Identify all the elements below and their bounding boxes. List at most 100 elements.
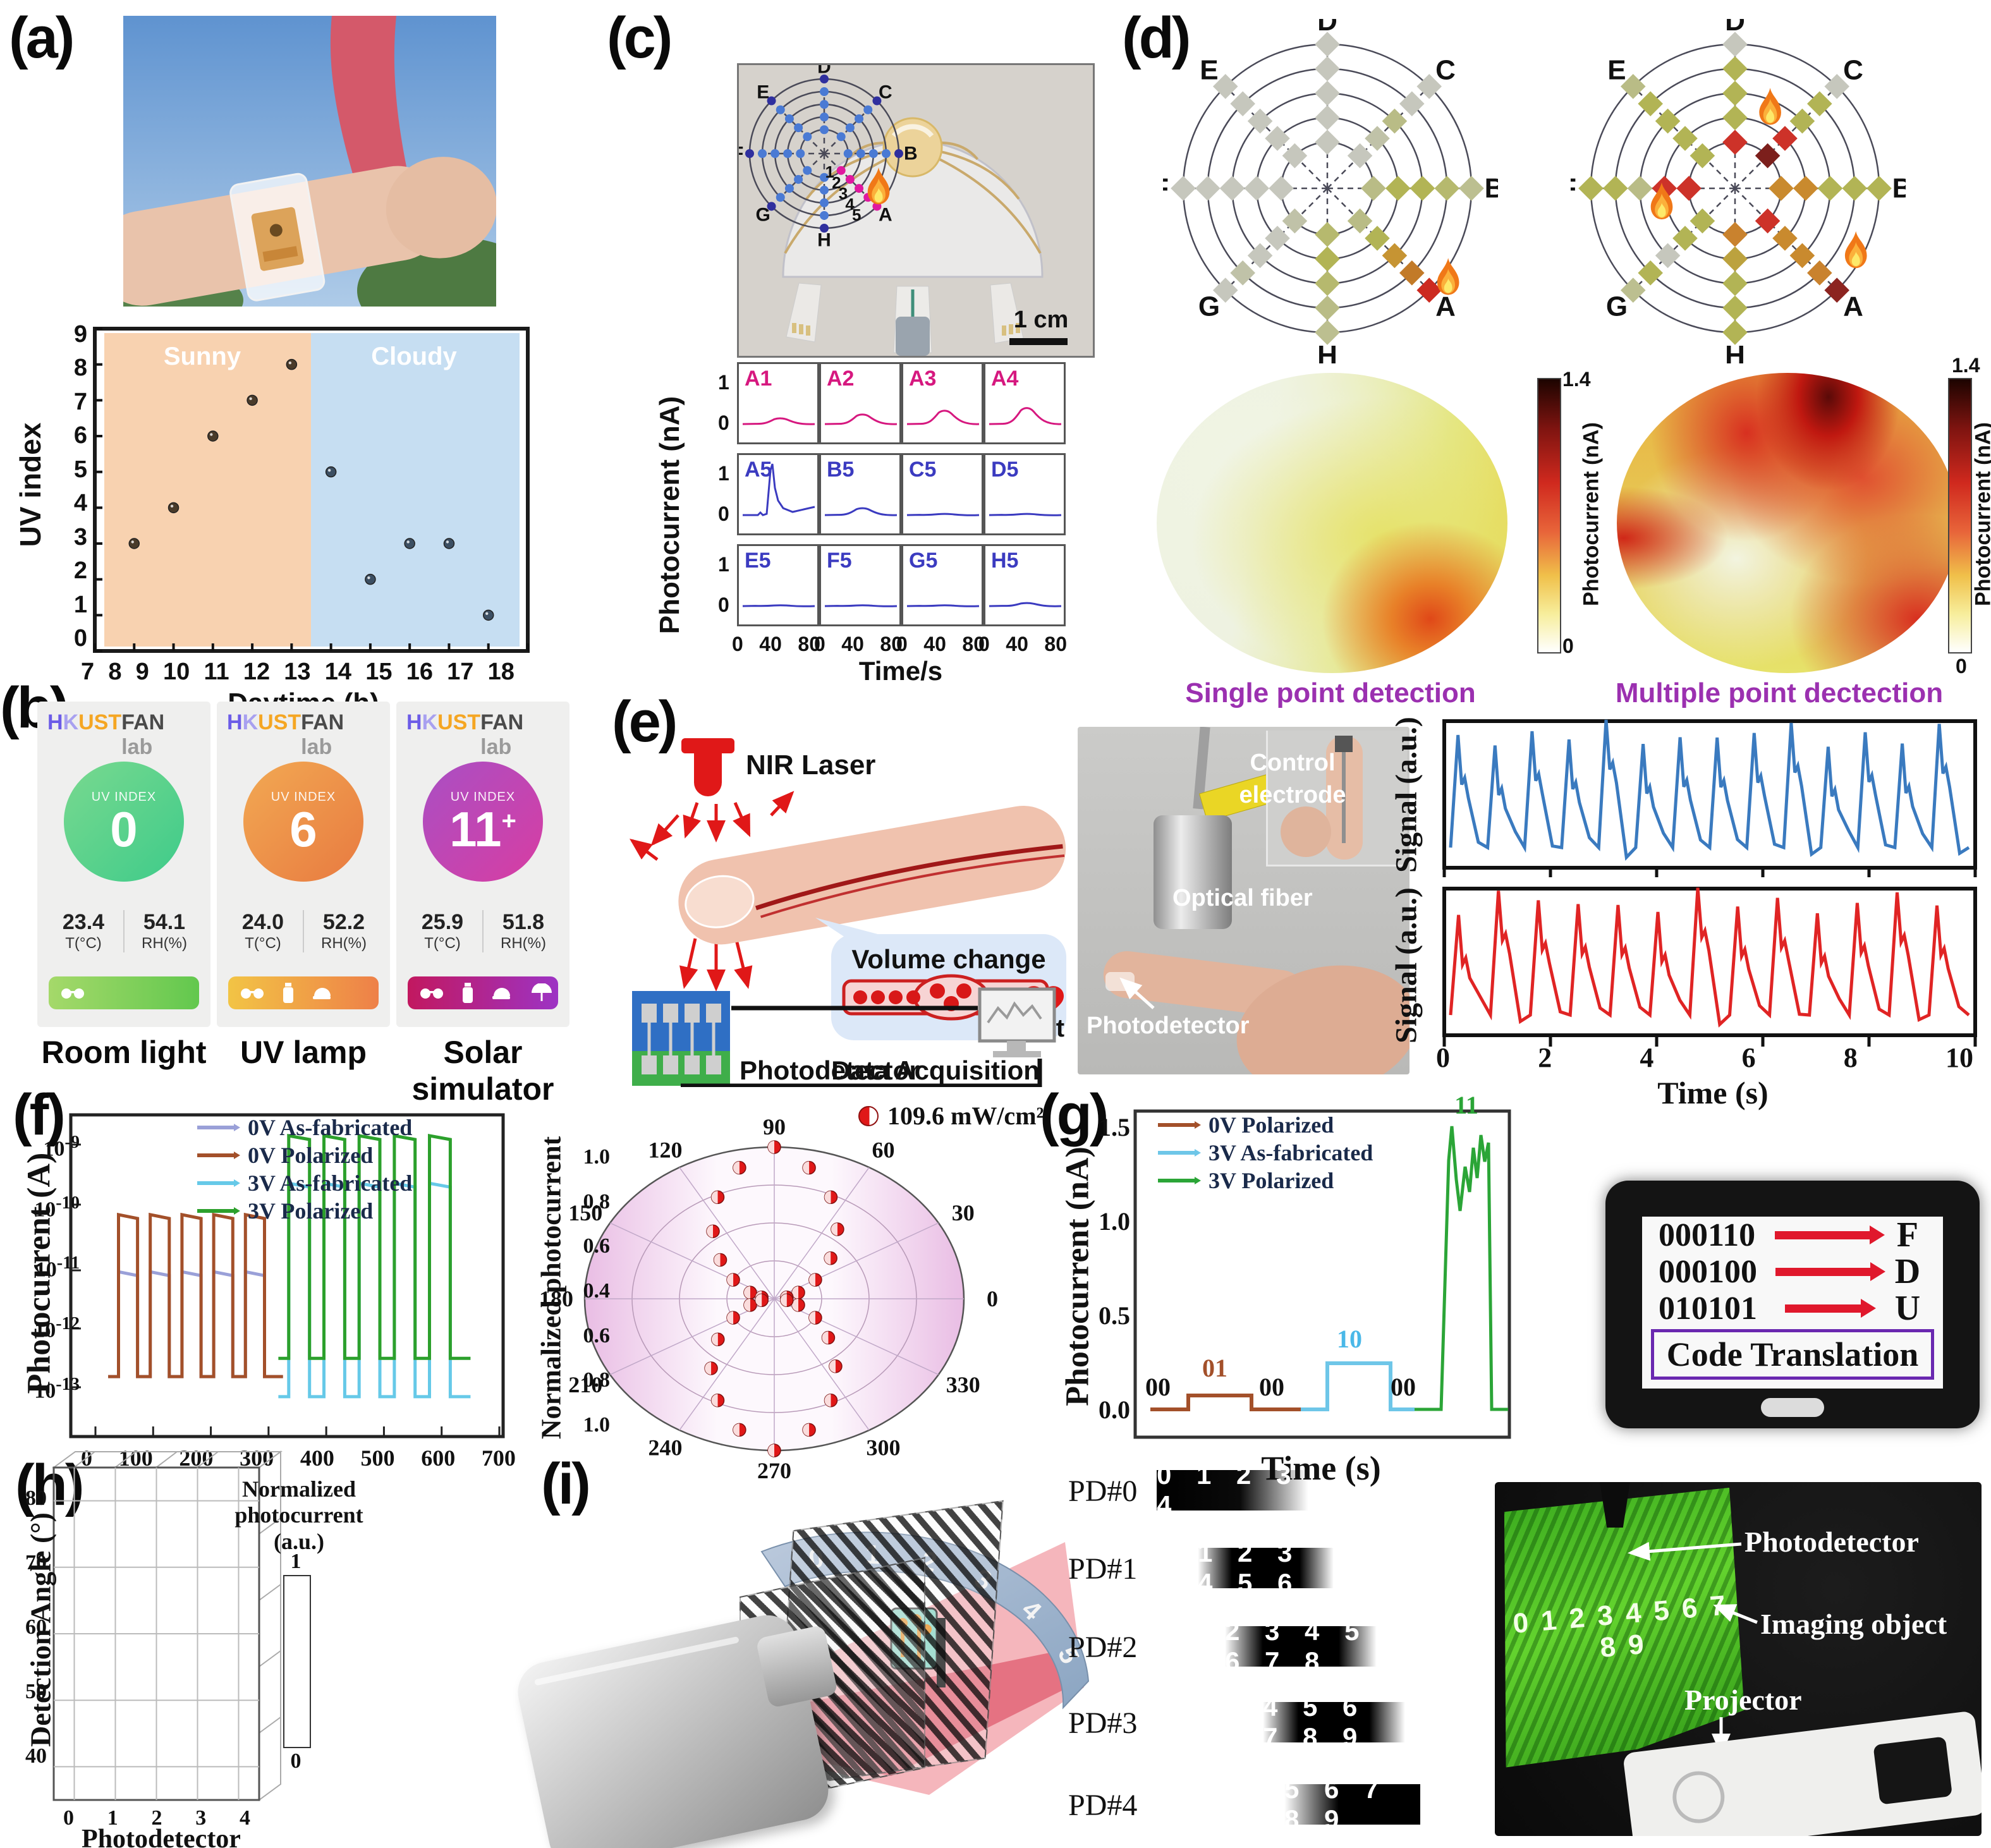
trace-label: G5 <box>909 549 938 573</box>
tick-label: 10-12 <box>34 1313 80 1342</box>
multi-point-web: BCDEFGHA <box>1571 19 1906 363</box>
direction-label: B <box>1485 173 1498 204</box>
a-y-ticks: 9 8 7 6 5 4 3 2 1 0 <box>61 321 87 652</box>
direction-label: B <box>904 143 918 164</box>
hkust-logo: HKUST <box>406 710 481 734</box>
tick-label: 18 <box>487 659 514 685</box>
tick-label: 0.8 <box>583 1368 611 1392</box>
panel-g-label: (g) <box>1040 1083 1109 1147</box>
arrow-icon <box>1775 1261 1885 1281</box>
tick-label: 1 <box>718 553 729 576</box>
trace-label: A4 <box>991 367 1019 391</box>
cap-icon <box>491 985 514 1001</box>
monitor-icon <box>978 987 1056 1057</box>
uv-app-card: HKUST FAN lab UV INDEX 0 23.4 T(°C) 54.1 R… <box>37 702 210 1027</box>
tick-label: 80 <box>1044 633 1067 655</box>
e-x-ticks: 0 2 4 6 8 10 <box>1436 1042 1973 1074</box>
sunglasses-icon <box>60 987 85 999</box>
data-point <box>247 394 258 406</box>
tick-label: 0 <box>732 633 743 655</box>
g-ylabel: Photocurrent (nA) <box>1059 1146 1096 1406</box>
f-r-ticks: 1.0 0.8 0.6 0.4 0.6 0.8 1.0 <box>566 1145 611 1437</box>
tick-label: 1 <box>718 371 729 394</box>
tick-label: 0 <box>1436 1042 1450 1073</box>
card-caption: UV lamp <box>240 1035 367 1070</box>
tick-label: 7 <box>81 659 95 685</box>
trace-cell: A1 <box>737 362 819 444</box>
tick-label: 0 <box>814 633 825 655</box>
log-trace <box>278 1134 471 1360</box>
panel-e-label: (e) <box>612 690 678 754</box>
card-caption: Solar simulator <box>411 1035 554 1107</box>
data-point <box>128 538 140 549</box>
tick-label: 12 <box>243 659 271 685</box>
wire <box>681 1059 1042 1087</box>
trace-3v-asfab <box>1301 1361 1415 1411</box>
scalebar <box>1009 338 1068 345</box>
inset-photo <box>1266 731 1407 866</box>
pulse-signals-chart <box>1442 719 1977 1047</box>
direction-label: A <box>879 204 892 225</box>
tick-label: 5 <box>73 456 87 483</box>
fanlab-logo: FAN lab <box>121 710 165 759</box>
cbar-min: 0 <box>1956 655 1967 678</box>
card-caption: Room light <box>41 1035 207 1070</box>
trace-cell: A2 <box>819 362 901 444</box>
fanlab-logo: FAN lab <box>480 710 524 759</box>
angle-tick: 180 <box>539 1286 573 1311</box>
tick-label: 10 <box>162 659 190 685</box>
flame-icon <box>1844 231 1867 269</box>
data-point <box>207 430 219 442</box>
tick-label: 17 <box>447 659 474 685</box>
code-label: 01 <box>1202 1354 1227 1382</box>
ring-number: 5 <box>852 205 861 224</box>
tick-label: 10-13 <box>34 1374 80 1402</box>
wrist-device-photo <box>123 16 496 307</box>
tick-label: 10-10 <box>34 1193 80 1221</box>
advice-bar <box>408 976 590 1009</box>
arrow <box>1119 977 1155 1009</box>
panel-d-label: (d) <box>1122 6 1191 70</box>
env-values: 23.4 T(°C) 54.1 RH(%) <box>37 910 210 952</box>
pd-strip: 5 6 7 8 9 <box>1284 1774 1420 1834</box>
ring-number: 4 <box>845 195 855 214</box>
direction-label: A <box>1435 291 1456 322</box>
fanlab-logo: FAN lab <box>301 710 344 759</box>
pd-strip: 4 5 6 7 8 9 <box>1263 1692 1405 1752</box>
arrow-icon <box>1774 1225 1885 1244</box>
direction-label: C <box>879 82 892 103</box>
tick-label: 14 <box>324 659 352 685</box>
tick-label: 16 <box>406 659 433 685</box>
trace-label: C5 <box>909 458 937 482</box>
tick-label: 0 <box>718 593 729 616</box>
trace-cell: H5 <box>983 544 1066 626</box>
trace-label: B5 <box>827 458 855 482</box>
legend-item: 3V Polarized <box>196 1197 412 1225</box>
uv-index-chart: Sunny Cloudy <box>93 327 530 653</box>
pd-strip: 0 1 2 3 4 <box>1157 1460 1308 1520</box>
tick-label: 400 <box>300 1445 334 1471</box>
tick-label: 4 <box>73 490 87 517</box>
photodetector-label: Photodetector <box>1744 1526 1919 1558</box>
tick-label: 0.5 <box>1099 1301 1130 1330</box>
a-x-ticks: 7 8 9 10 11 12 13 14 15 16 17 18 <box>81 659 514 686</box>
projector-lens-hole <box>1873 1736 1953 1805</box>
tick-label: 100 <box>118 1445 153 1471</box>
photodetector-label: Photodetector <box>740 1055 920 1085</box>
sunglasses-icon <box>419 987 444 999</box>
trace-label: D5 <box>991 458 1019 482</box>
legend-item: 0V As-fabricated <box>196 1114 412 1141</box>
tick-label: 10-9 <box>43 1133 80 1161</box>
tick-label: 10-11 <box>35 1253 80 1282</box>
h-cbar-max: 1 <box>290 1550 301 1573</box>
legend-item: 3V As-fabricated <box>196 1169 412 1197</box>
direction-label: G <box>1606 291 1628 322</box>
tick-label: 9 <box>73 321 87 348</box>
polar-points <box>704 1140 844 1457</box>
direction-label: H <box>817 229 831 250</box>
sunglasses-icon <box>240 987 265 999</box>
tick-label: 2 <box>151 1806 162 1830</box>
tick-label: 700 <box>481 1445 516 1471</box>
cbar-max: 1.4 <box>1562 368 1591 391</box>
c-ylabel: Photocurrent (nA) <box>654 396 685 635</box>
